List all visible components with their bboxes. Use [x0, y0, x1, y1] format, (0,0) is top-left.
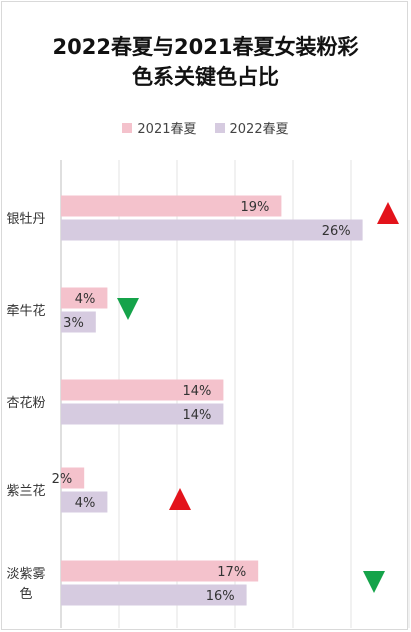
down-triangle-icon	[117, 298, 139, 320]
legend-swatch-2021	[122, 122, 133, 133]
data-label: 3%	[63, 316, 84, 331]
bar-2022春夏	[61, 584, 247, 606]
up-triangle-icon	[169, 488, 191, 510]
bar-2022春夏	[61, 403, 224, 425]
category-label: 淡紫雾色	[6, 567, 45, 602]
legend-label-2021: 2021春夏	[137, 122, 197, 137]
data-label: 16%	[206, 589, 235, 604]
category-label: 紫兰花	[6, 483, 45, 499]
category-label: 银牡丹	[6, 212, 45, 227]
up-triangle-icon	[377, 202, 399, 224]
data-label: 17%	[217, 565, 246, 580]
bar-2021春夏	[61, 287, 108, 309]
data-label: 4%	[75, 496, 96, 511]
data-label: 2%	[52, 472, 73, 487]
bar-2022春夏	[61, 491, 108, 513]
chart-title-line-1: 2022春夏与2021春夏女装粉彩	[52, 35, 359, 59]
bar-2021春夏	[61, 467, 85, 489]
bar-2021春夏	[61, 560, 259, 582]
category-label: 杏花粉	[6, 395, 45, 411]
data-label: 19%	[240, 200, 269, 215]
bar-2022春夏	[61, 311, 96, 333]
bar-2021春夏	[61, 195, 282, 217]
chart-title: 2022春夏与2021春夏女装粉彩 色系关键色占比	[20, 32, 391, 92]
chart-title-line-2: 色系关键色占比	[132, 65, 279, 89]
bar-2022春夏	[61, 219, 363, 241]
data-label: 14%	[182, 384, 211, 399]
legend-swatch-2022	[214, 122, 225, 133]
data-label: 14%	[182, 408, 211, 423]
bar-2021春夏	[61, 379, 224, 401]
data-label: 4%	[75, 292, 96, 307]
data-label: 26%	[322, 224, 351, 239]
chart-legend: 2021春夏 2022春夏	[0, 118, 411, 137]
category-label: 牵牛花	[6, 303, 45, 319]
down-triangle-icon	[363, 571, 385, 593]
legend-label-2022: 2022春夏	[229, 122, 289, 137]
legend-item-2021: 2021春夏	[122, 118, 197, 137]
legend-item-2022: 2022春夏	[214, 118, 289, 137]
